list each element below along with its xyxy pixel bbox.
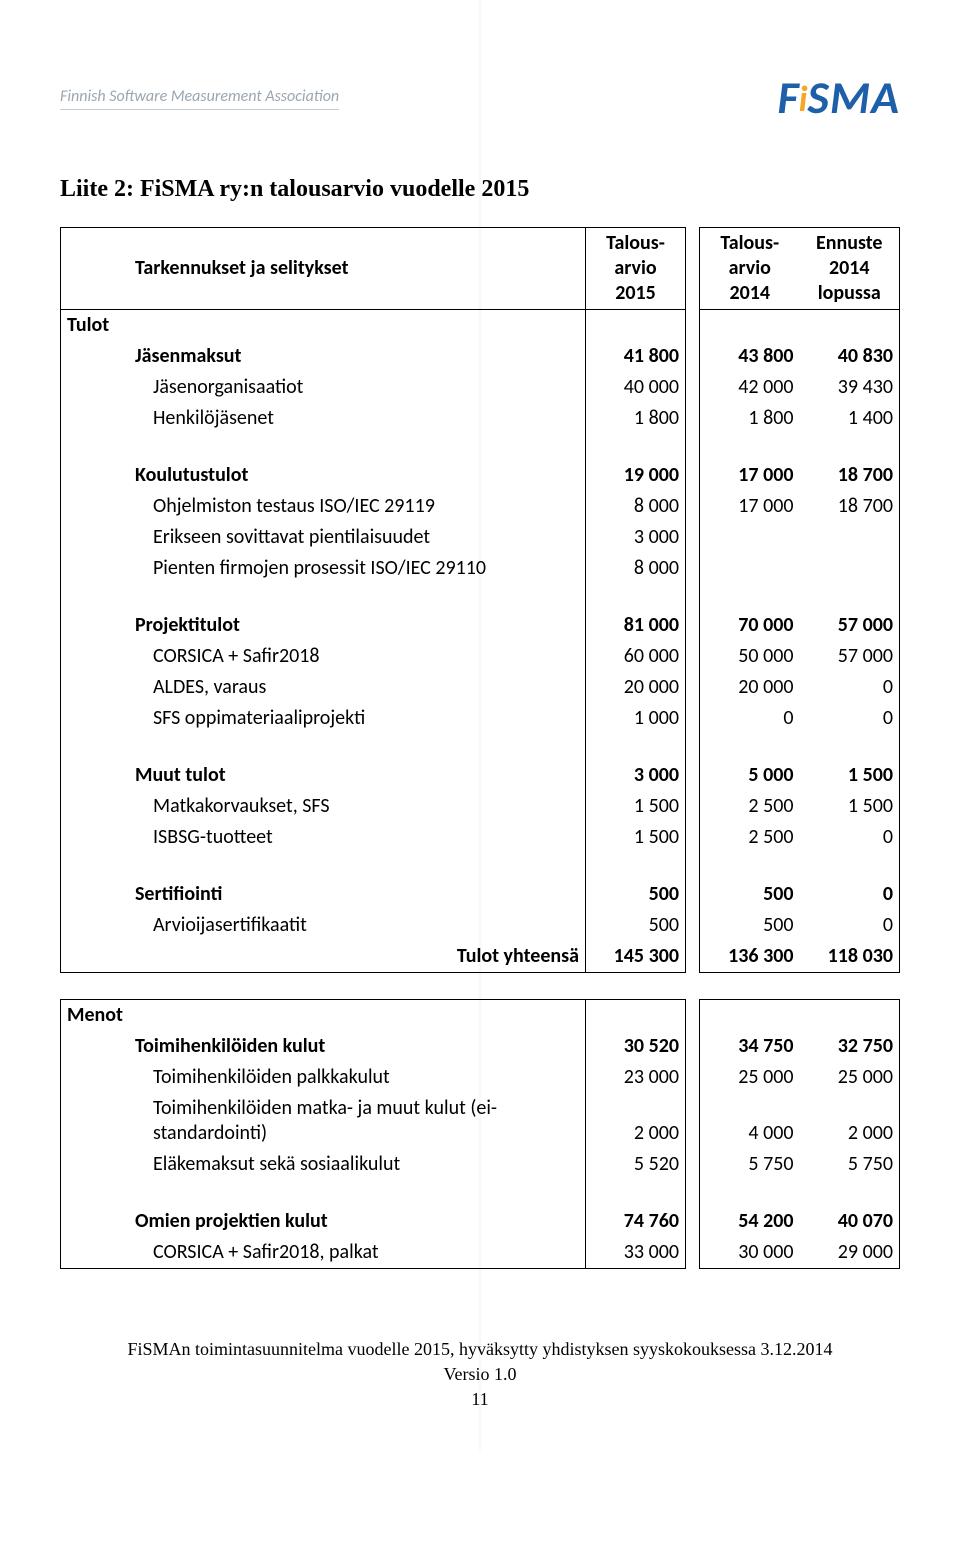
row-label: Toimihenkilöiden palkkakulut: [129, 1062, 586, 1093]
budget-table: Tarkennukset ja selitykset Talous- arvio…: [60, 227, 900, 1269]
row-label: Pienten firmojen prosessit ISO/IEC 29110: [129, 553, 586, 584]
row-label: Omien projektien kulut: [129, 1206, 586, 1237]
table-header-row: Tarkennukset ja selitykset Talous- arvio…: [61, 228, 900, 310]
table-row: ISBSG-tuotteet1 5002 5000: [61, 822, 900, 853]
row-label: Projektitulot: [129, 610, 586, 641]
page-header: Finnish Software Measurement Association…: [60, 70, 900, 126]
row-label: Henkilöjäsenet: [129, 403, 586, 434]
table-row: Muut tulot3 0005 0001 500: [61, 760, 900, 791]
page-number: 11: [60, 1389, 900, 1410]
table-row: [61, 434, 900, 460]
table-row: [61, 734, 900, 760]
table-row: Matkakorvaukset, SFS1 5002 5001 500: [61, 791, 900, 822]
row-label: Sertifiointi: [129, 879, 586, 910]
table-row: Pienten firmojen prosessit ISO/IEC 29110…: [61, 553, 900, 584]
row-label: CORSICA + Safir2018: [129, 641, 586, 672]
footer-line: FiSMAn toimintasuunnitelma vuodelle 2015…: [60, 1339, 900, 1360]
fisma-logo: FiSMA: [778, 70, 900, 126]
table-row: Toimihenkilöiden matka- ja muut kulut (e…: [61, 1093, 900, 1149]
table-row: Sertifiointi5005000: [61, 879, 900, 910]
table-row: Erikseen sovittavat pientilaisuudet3 000: [61, 522, 900, 553]
table-row: CORSICA + Safir201860 00050 00057 000: [61, 641, 900, 672]
table-row: Eläkemaksut sekä sosiaalikulut5 5205 750…: [61, 1149, 900, 1180]
footer-version: Versio 1.0: [60, 1364, 900, 1385]
desc-header: Tarkennukset ja selitykset: [135, 256, 349, 280]
table-row: Arvioijasertifikaatit5005000: [61, 910, 900, 941]
row-label: Jäsenmaksut: [129, 341, 586, 372]
table-row: Jäsenmaksut41 80043 80040 830: [61, 341, 900, 372]
table-row: Jäsenorganisaatiot40 00042 00039 430: [61, 372, 900, 403]
row-label: SFS oppimateriaaliprojekti: [129, 703, 586, 734]
row-label: Eläkemaksut sekä sosiaalikulut: [129, 1149, 586, 1180]
table-row: Ohjelmiston testaus ISO/IEC 291198 00017…: [61, 491, 900, 522]
table-row: Toimihenkilöiden kulut30 52034 75032 750: [61, 1031, 900, 1062]
page-title: Liite 2: FiSMA ry:n talousarvio vuodelle…: [60, 176, 900, 203]
table-row: Projektitulot81 00070 00057 000: [61, 610, 900, 641]
table-row: [61, 853, 900, 879]
table-row: ALDES, varaus20 00020 0000: [61, 672, 900, 703]
row-label: Toimihenkilöiden matka- ja muut kulut (e…: [129, 1093, 586, 1149]
row-label: Erikseen sovittavat pientilaisuudet: [129, 522, 586, 553]
table-row: [61, 1180, 900, 1206]
table-row: Henkilöjäsenet1 8001 8001 400: [61, 403, 900, 434]
table-row: Toimihenkilöiden palkkakulut23 00025 000…: [61, 1062, 900, 1093]
row-label: Ohjelmiston testaus ISO/IEC 29119: [129, 491, 586, 522]
row-label: Toimihenkilöiden kulut: [129, 1031, 586, 1062]
table-row: SFS oppimateriaaliprojekti1 00000: [61, 703, 900, 734]
row-label: CORSICA + Safir2018, palkat: [129, 1237, 586, 1269]
table-row: Koulutustulot19 00017 00018 700: [61, 460, 900, 491]
association-name: Finnish Software Measurement Association: [60, 87, 339, 110]
row-label: Matkakorvaukset, SFS: [129, 791, 586, 822]
row-label: ALDES, varaus: [129, 672, 586, 703]
section-gap: [61, 973, 900, 1000]
table-row: CORSICA + Safir2018, palkat33 00030 0002…: [61, 1237, 900, 1269]
row-label: Muut tulot: [129, 760, 586, 791]
row-label: ISBSG-tuotteet: [129, 822, 586, 853]
page-footer: FiSMAn toimintasuunnitelma vuodelle 2015…: [60, 1339, 900, 1410]
row-label: Koulutustulot: [129, 460, 586, 491]
section-tulot: Tulot: [61, 310, 900, 342]
section-menot: Menot: [61, 1000, 900, 1032]
row-label: Jäsenorganisaatiot: [129, 372, 586, 403]
tulot-total-row: Tulot yhteensä 145 300 136 300 118 030: [61, 941, 900, 973]
row-label: Arvioijasertifikaatit: [129, 910, 586, 941]
table-row: [61, 584, 900, 610]
table-row: Omien projektien kulut74 76054 20040 070: [61, 1206, 900, 1237]
